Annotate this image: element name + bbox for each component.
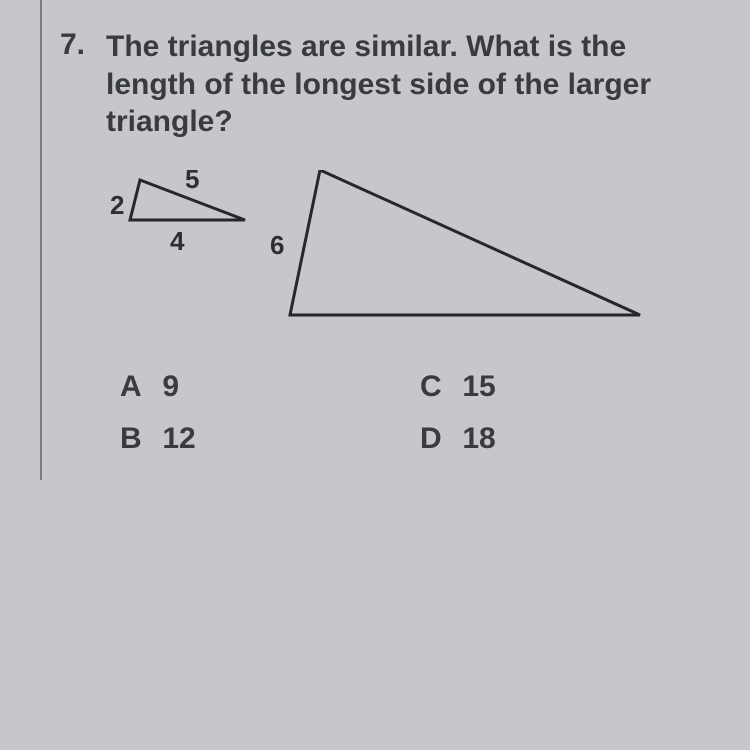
- answer-letter: B: [120, 422, 154, 456]
- answer-a: A 9: [120, 370, 360, 404]
- diagram-area: 2 5 4 6: [110, 170, 670, 340]
- answer-value: 12: [162, 422, 195, 455]
- answer-d: D 18: [420, 422, 660, 456]
- answer-letter: D: [420, 422, 454, 456]
- small-triangle-bottom-label: 4: [170, 226, 184, 257]
- answer-choices: A 9 C 15 B 12 D 18: [120, 370, 660, 456]
- large-triangle: [290, 170, 640, 315]
- answer-letter: C: [420, 370, 454, 404]
- question-block: 7. The triangles are similar. What is th…: [60, 28, 700, 141]
- question-text: The triangles are similar. What is the l…: [106, 28, 700, 141]
- answer-letter: A: [120, 370, 154, 404]
- left-margin-rule: [40, 0, 42, 480]
- question-number: 7.: [60, 28, 92, 62]
- triangles-svg: [110, 170, 670, 340]
- page: 7. The triangles are similar. What is th…: [0, 0, 750, 750]
- answer-c: C 15: [420, 370, 660, 404]
- large-triangle-left-label: 6: [270, 230, 284, 261]
- answer-value: 18: [462, 422, 495, 455]
- question-row: 7. The triangles are similar. What is th…: [60, 28, 700, 141]
- answer-value: 15: [462, 370, 495, 403]
- answer-b: B 12: [120, 422, 360, 456]
- answer-value: 9: [162, 370, 179, 403]
- small-triangle-top-label: 5: [185, 164, 199, 195]
- small-triangle-left-label: 2: [110, 190, 124, 221]
